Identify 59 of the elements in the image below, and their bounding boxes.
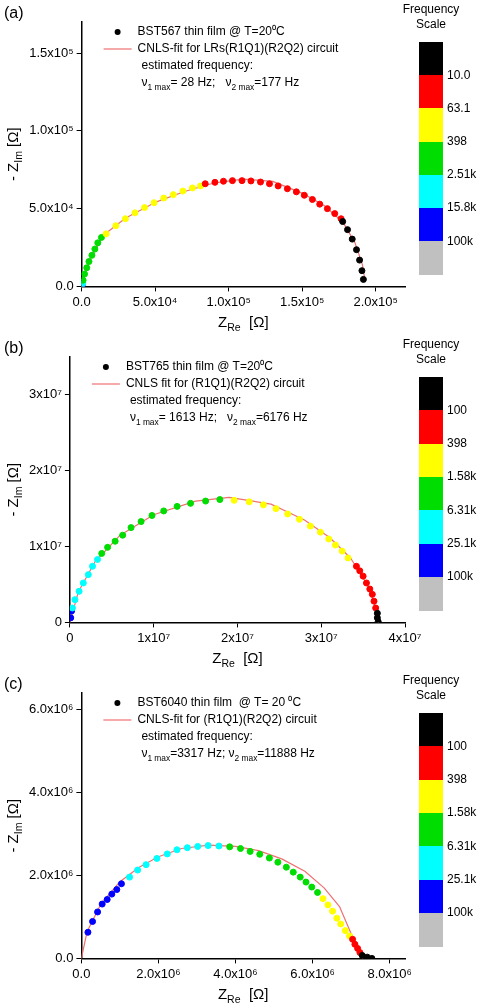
text: 398 <box>447 772 468 786</box>
chart-title: (a) <box>4 4 24 22</box>
chart-title: (c) <box>4 675 23 693</box>
legend-label: CNLS fit for (R1Q1)(R2Q2) circuit <box>125 376 306 391</box>
text: 1.58k <box>447 469 478 484</box>
x-tick-label: 4.0x10⁶ <box>213 965 258 981</box>
legend-title: Frequency Scale <box>402 673 460 703</box>
x-tick-label: 6.0x10⁶ <box>290 965 335 981</box>
text: 6.31k <box>447 502 478 517</box>
text: 398 <box>447 133 468 148</box>
y-tick-label: 3x10⁷ <box>28 386 63 402</box>
y-axis-title: - ZIm [Ω] <box>4 127 25 182</box>
legend-label: BST765 thin film @ T=20⁰C <box>125 359 274 374</box>
x-tick-label: 5.0x10⁴ <box>132 293 178 309</box>
x-tick-label: 4x10⁷ <box>388 629 422 645</box>
text: 63.1 <box>447 100 471 115</box>
legend-title: Frequency Scale <box>402 2 460 32</box>
chart-title: (b) <box>4 339 24 357</box>
text: 1.58k <box>447 805 478 820</box>
text: 100k <box>447 233 475 248</box>
y-tick-label: 4.0x10⁶ <box>28 784 74 800</box>
text: 15.8k <box>447 200 478 215</box>
x-tick-label: 3x10⁷ <box>304 629 338 645</box>
x-tick-label: 1.0x10⁵ <box>206 293 251 309</box>
text: 25.1k <box>447 536 478 551</box>
legend-label: CNLS-fit for LRs(R1Q1)(R2Q2) circuit <box>137 41 339 56</box>
text: 100 <box>447 402 468 417</box>
text: 398 <box>447 436 468 450</box>
legend-title: Frequency Scale <box>402 337 460 367</box>
y-tick-label: 0.0 <box>55 277 74 293</box>
text: 100 <box>447 738 468 753</box>
y-axis-title: - ZIm [Ω] <box>4 462 25 517</box>
y-tick-label: 6.0x10⁶ <box>28 701 74 717</box>
y-tick-label: 2.0x10⁶ <box>28 867 74 883</box>
text: 10.0 <box>447 67 471 82</box>
text: 25.1k <box>447 872 478 887</box>
y-tick-label: 5.0x10⁴ <box>28 200 74 216</box>
x-tick-label: 1.5x10⁵ <box>279 293 325 309</box>
legend-label: BST567 thin film @ T=20⁰C <box>137 24 285 39</box>
text: 2.51k <box>447 167 478 182</box>
x-tick-label: 8.0x10⁶ <box>367 965 412 981</box>
y-tick-label: 1.5x10⁵ <box>29 44 74 60</box>
y-axis-title: - ZIm [Ω] <box>4 798 25 853</box>
x-tick-label: 2x10⁷ <box>220 629 255 645</box>
x-tick-label: 0.0 <box>72 965 91 981</box>
y-tick-label: 0.0 <box>55 949 74 965</box>
x-tick-label: 2.0x10⁵ <box>353 293 398 309</box>
x-tick-label: 1x10⁷ <box>137 629 171 645</box>
y-tick-label: 1x10⁷ <box>28 538 63 554</box>
y-tick-label: 2x10⁷ <box>28 462 63 478</box>
x-tick-label: 2.0x10⁶ <box>136 965 181 981</box>
x-tick-label: 0.0 <box>72 293 91 309</box>
text: 100k <box>447 569 475 584</box>
y-tick-label: 0 <box>54 613 62 629</box>
legend-label: BST6040 thin film @ T= 20 ⁰C <box>137 695 302 710</box>
y-tick-label: 1.0x10⁵ <box>29 122 74 138</box>
legend-label: CNLS-fit for (R1Q1)(R2Q2) circuit <box>137 712 318 727</box>
text: 6.31k <box>447 838 478 853</box>
text: 100k <box>447 905 475 920</box>
